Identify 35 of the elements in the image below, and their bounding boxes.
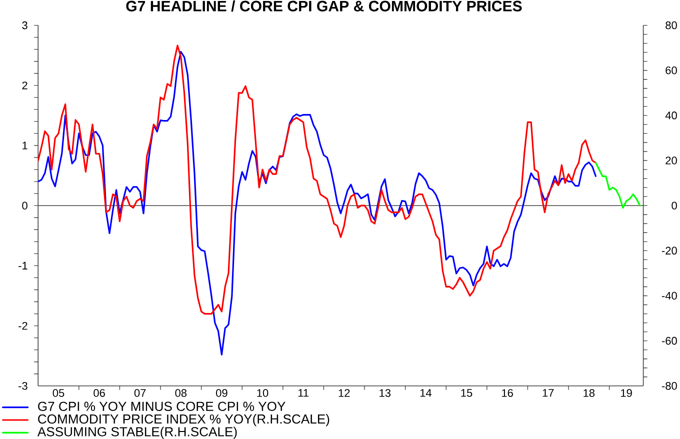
legend-label: ASSUMING STABLE(R.H.SCALE) xyxy=(37,426,237,439)
y-tick-label: 3 xyxy=(22,21,28,30)
y2-tick-label: -80 xyxy=(662,382,677,390)
chart-title: G7 HEADLINE / CORE CPI GAP & COMMODITY PRICES xyxy=(126,0,522,12)
y-tick-label: -3 xyxy=(18,382,28,390)
x-tick-label: 16 xyxy=(502,389,513,397)
y-tick-label: 1 xyxy=(22,142,28,150)
x-tick-label: 14 xyxy=(420,389,432,397)
y-tick-label: 2 xyxy=(22,82,28,90)
y2-tick-label: -20 xyxy=(662,246,677,255)
y-tick-label: -2 xyxy=(18,322,28,330)
y2-tick-label: 60 xyxy=(666,66,677,74)
x-tick-label: 12 xyxy=(338,389,350,397)
x-tick-label: 13 xyxy=(380,389,391,397)
x-tick-label: 06 xyxy=(94,389,105,397)
x-tick-label: 10 xyxy=(257,389,268,397)
x-tick-label: 09 xyxy=(216,389,228,397)
y2-tick-label: -40 xyxy=(662,292,677,300)
x-tick-label: 11 xyxy=(298,389,308,397)
x-tick-label: 07 xyxy=(134,389,146,397)
x-tick-label: 08 xyxy=(175,389,187,397)
x-tick-label: 05 xyxy=(52,389,64,397)
x-tick-label: 19 xyxy=(621,389,632,397)
y-tick-label: 0 xyxy=(22,202,28,210)
legend-label: G7 CPI % YOY MINUS CORE CPI % YOY xyxy=(38,402,286,411)
y2-tick-label: 80 xyxy=(666,21,677,30)
y2-tick-label: -60 xyxy=(662,336,677,345)
y2-tick-label: 0 xyxy=(672,202,677,210)
y2-tick-label: 40 xyxy=(665,112,677,120)
x-tick-label: 18 xyxy=(584,389,595,397)
x-tick-label: 17 xyxy=(542,389,554,397)
legend-label: COMMODITY PRICE INDEX % YOY(R.H.SCALE) xyxy=(38,414,330,426)
x-tick-label: 15 xyxy=(461,389,472,397)
y-tick-label: -1 xyxy=(18,262,28,270)
y2-tick-label: 20 xyxy=(666,156,677,164)
